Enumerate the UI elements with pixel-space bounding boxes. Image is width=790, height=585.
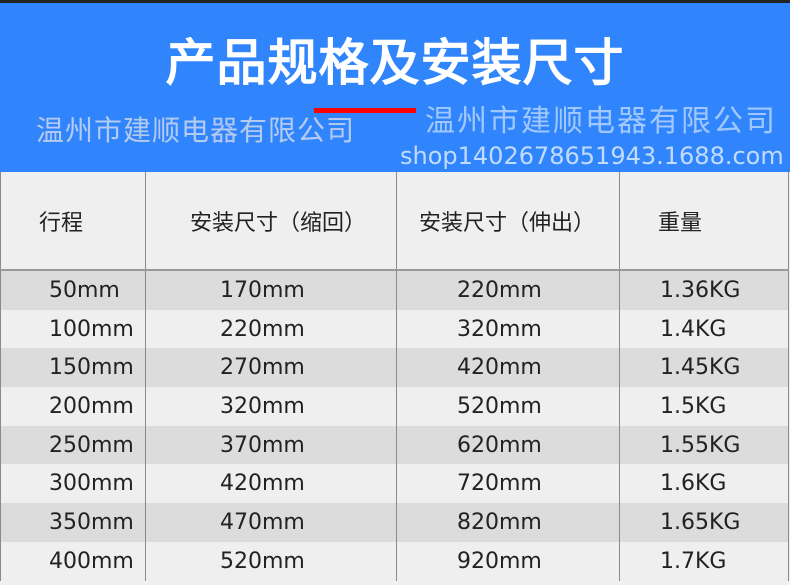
cell-retracted: 520mm: [145, 541, 397, 581]
cell-extended: 720mm: [396, 464, 620, 504]
cell-stroke: 250mm: [0, 425, 146, 465]
cell-stroke: 300mm: [0, 464, 146, 504]
table-row: 300mm 420mm 720mm 1.6KG: [0, 464, 789, 504]
cell-retracted: 420mm: [145, 464, 397, 504]
header-banner: 产品规格及安装尺寸: [0, 3, 790, 172]
table-row: 350mm 470mm 820mm 1.65KG: [0, 503, 789, 542]
cell-retracted: 470mm: [145, 503, 397, 542]
cell-stroke: 200mm: [0, 387, 146, 426]
cell-retracted: 370mm: [145, 425, 397, 465]
page-title: 产品规格及安装尺寸: [165, 34, 625, 92]
cell-stroke: 150mm: [0, 348, 146, 388]
cell-retracted: 220mm: [145, 309, 397, 349]
column-header-retracted: 安装尺寸（缩回）: [145, 172, 397, 271]
shop-watermark: shop1402678651943.1688.com: [400, 142, 784, 170]
cell-weight: 1.4KG: [619, 309, 789, 349]
cell-extended: 320mm: [396, 309, 620, 349]
table-row: 150mm 270mm 420mm 1.45KG: [0, 348, 789, 388]
column-header-extended: 安装尺寸（伸出）: [396, 172, 620, 271]
cell-extended: 920mm: [396, 541, 620, 581]
cell-extended: 420mm: [396, 348, 620, 388]
cell-weight: 1.36KG: [619, 270, 789, 310]
cell-retracted: 170mm: [145, 270, 397, 310]
cell-stroke: 100mm: [0, 309, 146, 349]
cell-retracted: 320mm: [145, 387, 397, 426]
column-header-weight: 重量: [619, 172, 789, 271]
cell-extended: 220mm: [396, 270, 620, 310]
spec-table: 行程 安装尺寸（缩回） 安装尺寸（伸出） 重量 50mm 170mm 220mm 1.…: [0, 172, 789, 581]
accent-underline: [314, 108, 416, 113]
table-row: 50mm 170mm 220mm 1.36KG: [0, 270, 789, 310]
cell-stroke: 400mm: [0, 541, 146, 581]
table-row: 100mm 220mm 320mm 1.4KG: [0, 309, 789, 349]
table-row: 400mm 520mm 920mm 1.7KG: [0, 541, 789, 581]
cell-retracted: 270mm: [145, 348, 397, 388]
cell-extended: 820mm: [396, 503, 620, 542]
company-name: 温州市建顺电器有限公司: [36, 114, 356, 147]
cell-stroke: 350mm: [0, 503, 146, 542]
top-edge: [0, 0, 790, 3]
company-watermark: 温州市建顺电器有限公司: [425, 104, 777, 139]
cell-stroke: 50mm: [0, 270, 146, 310]
cell-weight: 1.55KG: [619, 425, 789, 465]
table-row: 250mm 370mm 620mm 1.55KG: [0, 425, 789, 465]
cell-extended: 520mm: [396, 387, 620, 426]
column-header-stroke: 行程: [0, 172, 146, 271]
cell-extended: 620mm: [396, 425, 620, 465]
cell-weight: 1.5KG: [619, 387, 789, 426]
table-header-row: 行程 安装尺寸（缩回） 安装尺寸（伸出） 重量: [0, 172, 789, 271]
cell-weight: 1.45KG: [619, 348, 789, 388]
cell-weight: 1.65KG: [619, 503, 789, 542]
cell-weight: 1.6KG: [619, 464, 789, 504]
table-row: 200mm 320mm 520mm 1.5KG: [0, 387, 789, 426]
cell-weight: 1.7KG: [619, 541, 789, 581]
